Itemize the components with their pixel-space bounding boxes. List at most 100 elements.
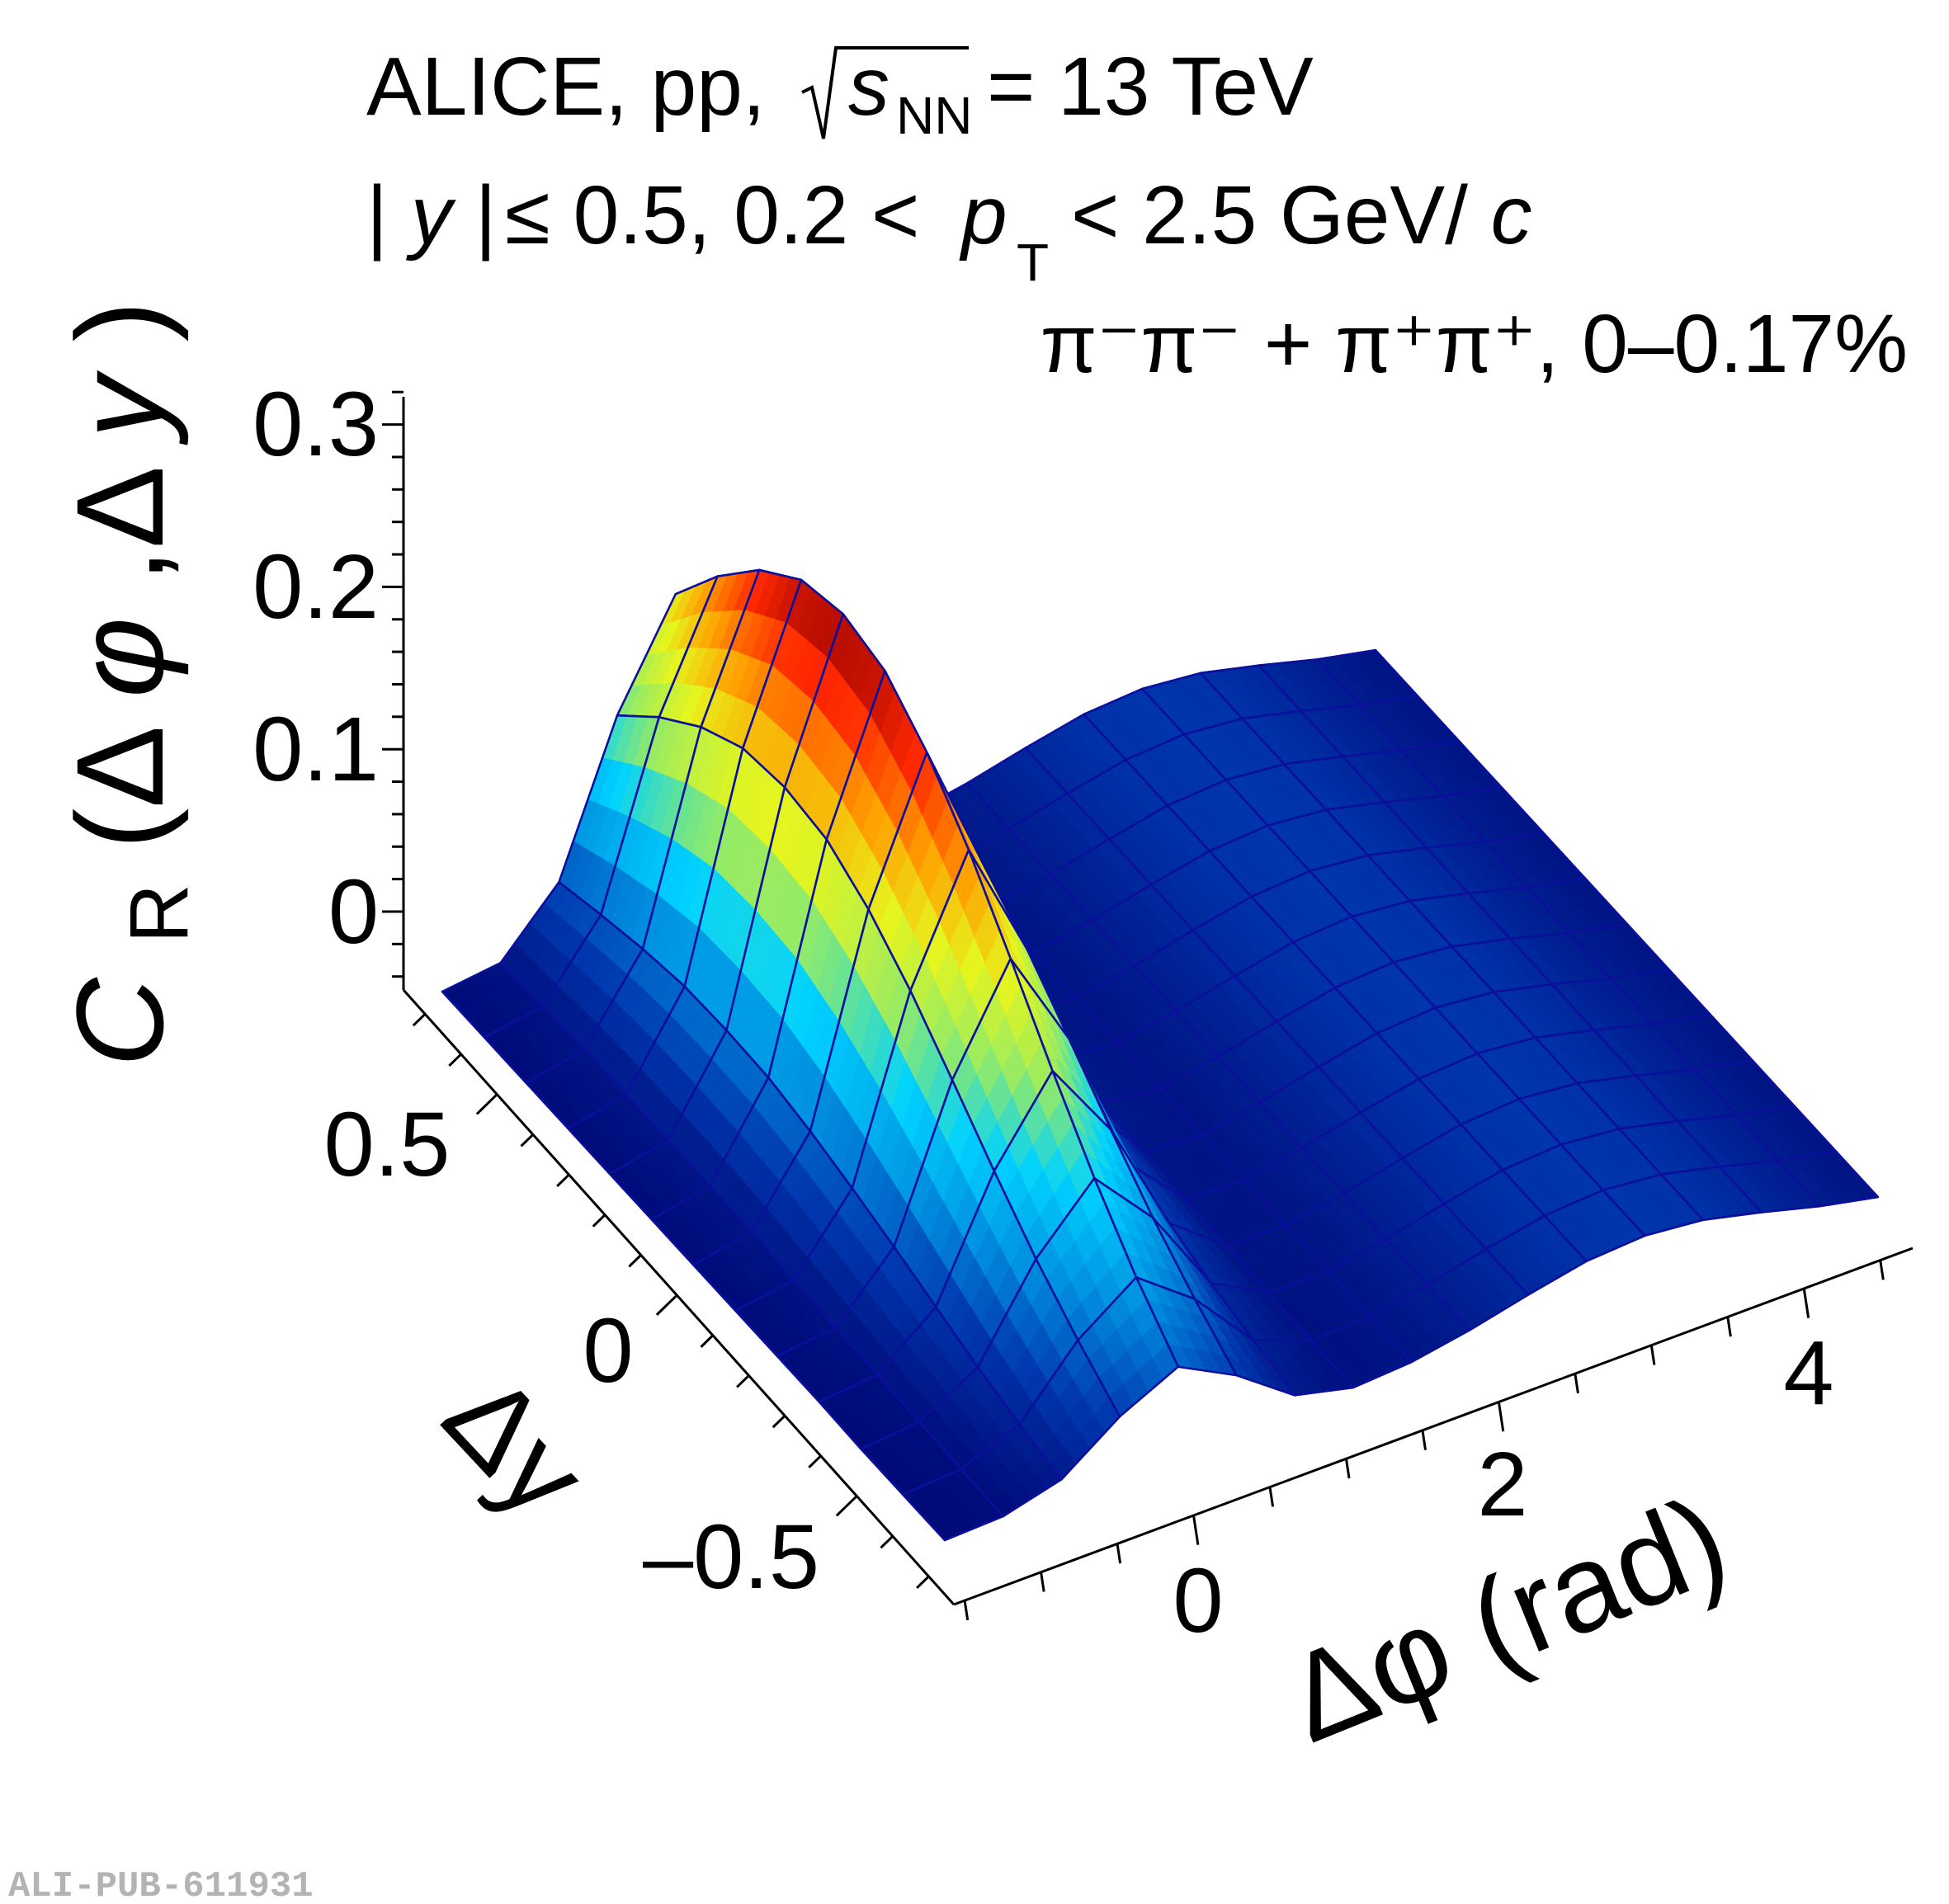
surface-cell: [1175, 974, 1278, 1058]
energy-label: = 13 TeV: [987, 40, 1314, 133]
header-line3: π⁻π⁻ + π⁺π⁺, 0–0.17%: [1041, 298, 1908, 390]
dy-axis-tick: [520, 1133, 534, 1148]
surface-cell: [1009, 957, 1112, 1131]
surface-cell: [1659, 1166, 1763, 1222]
z-title-phi: φ: [50, 617, 189, 698]
surface-cell: [1193, 1298, 1297, 1397]
sqrt-subscript: NN: [896, 86, 972, 145]
z-title-close: ): [50, 301, 189, 342]
dy-axis-line: [402, 988, 956, 1606]
surface-plot: [441, 568, 1880, 1542]
surface-cell: [1517, 1082, 1621, 1146]
surface-cell: [867, 750, 970, 992]
surface-cell: [1282, 755, 1386, 811]
surface-cell: [1634, 1068, 1738, 1123]
c-var: c: [1491, 169, 1532, 262]
pt-subscript: T: [1017, 233, 1049, 292]
z-tick-label: 0: [328, 861, 379, 963]
dphi-axis-tick: [1802, 1288, 1810, 1318]
surface-cell: [1241, 709, 1344, 766]
surface-cell: [1135, 1276, 1238, 1377]
surface-cell: [667, 1029, 770, 1187]
dy-tick-label: –0.5: [643, 1506, 819, 1608]
surface-cell: [993, 1069, 1096, 1261]
surface-cell: [1267, 808, 1370, 873]
surface-cell: [1192, 895, 1295, 978]
z-tick-labels: 0 0.1 0.2 0.3: [252, 374, 379, 963]
surface-cell: [1609, 968, 1712, 1025]
dy-axis-tick: [655, 1294, 678, 1316]
surface-cell: [1401, 1123, 1504, 1205]
surface-cell: [1182, 717, 1286, 781]
dy-axis-tick: [556, 1173, 570, 1188]
dphi-tick-labels: 0 2 4: [1173, 1322, 1833, 1652]
surface-cell: [599, 716, 702, 950]
dphi-axis-tick: [1726, 1317, 1732, 1337]
header-line2: | y | ≤ 0.5, 0.2 < p T < 2.5 GeV/ c: [366, 169, 1532, 299]
dphi-tick-label: 2: [1477, 1434, 1527, 1535]
z-title-sub: R: [113, 884, 205, 943]
dy-axis-tick: [736, 1374, 750, 1388]
dphi-axis-tick: [1268, 1487, 1275, 1507]
z-tick-label: 0.1: [252, 699, 379, 800]
dy-axis-tick: [412, 1013, 427, 1027]
mesh-cell-outline: [901, 1468, 1005, 1542]
dphi-axis-tick: [1649, 1345, 1656, 1365]
surface-cell: [908, 848, 1012, 1082]
surface-cell: [825, 669, 928, 912]
dy-axis-tick: [592, 1214, 606, 1228]
z-tick-label: 0.3: [252, 374, 379, 475]
header: ALICE, pp, s NN = 13 TeV | y | ≤ 0.5, 0.…: [366, 40, 1908, 390]
surface-cell: [1617, 1119, 1721, 1176]
surface-cell: [1567, 922, 1670, 980]
surface-cell: [1066, 758, 1169, 841]
axis-ticks: [382, 390, 1885, 1621]
surface-cell: [893, 1078, 996, 1308]
surface-cell: [792, 1186, 895, 1329]
surface-cell: [960, 1422, 1063, 1518]
sqrt-sign: [801, 46, 969, 139]
abs-open: |: [366, 169, 388, 262]
pt-var: p: [959, 169, 1008, 262]
surface-cell: [566, 1093, 670, 1176]
surface-cell: [1051, 1069, 1154, 1220]
surface-cell: [1126, 1162, 1229, 1247]
surface-cell: [1184, 1178, 1287, 1247]
surface-cell: [1092, 884, 1195, 967]
dy-axis-tick: [808, 1454, 822, 1468]
z-title-open: (Δ: [50, 729, 189, 850]
dy-axis-tick: [772, 1415, 786, 1429]
surface-cell: [951, 957, 1054, 1173]
surface-cell: [616, 575, 719, 719]
surface-cell: [1167, 1221, 1272, 1294]
dy-tick-label: 0: [583, 1300, 633, 1402]
surface-cell: [1425, 840, 1528, 895]
surface-cell: [783, 612, 886, 841]
surface-cell: [1492, 983, 1596, 1039]
dy-axis-tick: [835, 1495, 858, 1517]
experiment-label: ALICE, pp,: [366, 40, 766, 133]
dy-tick-label: 0.5: [324, 1094, 451, 1195]
dphi-axis-tick: [1116, 1543, 1122, 1564]
surface-cell: [734, 1279, 838, 1358]
surface-cell: [1225, 763, 1328, 827]
dy-axis-tick: [916, 1575, 930, 1589]
dphi-axis-tick: [1497, 1402, 1505, 1432]
sqrt-variable: s: [848, 40, 890, 133]
surface-cell: [1018, 1339, 1121, 1481]
header-line1: ALICE, pp,: [366, 40, 766, 133]
dy-axis-tick: [475, 1093, 498, 1115]
dphi-axis-tick: [1344, 1459, 1351, 1479]
surface-cell: [1534, 1029, 1637, 1085]
sqrt-expression: s NN = 13 TeV: [848, 40, 1314, 152]
watermark: ALI-PUB-611931: [8, 1866, 314, 1904]
abs-close: |: [475, 169, 497, 262]
surface-cell: [725, 785, 828, 1079]
dphi-axis-tick: [1421, 1430, 1427, 1450]
surface-cell: [1434, 991, 1537, 1055]
surface-cell: [1383, 794, 1486, 849]
surface-cell: [499, 881, 602, 1008]
z-tick-label: 0.2: [252, 536, 379, 638]
dphi-tick-label: 0: [1173, 1550, 1223, 1652]
